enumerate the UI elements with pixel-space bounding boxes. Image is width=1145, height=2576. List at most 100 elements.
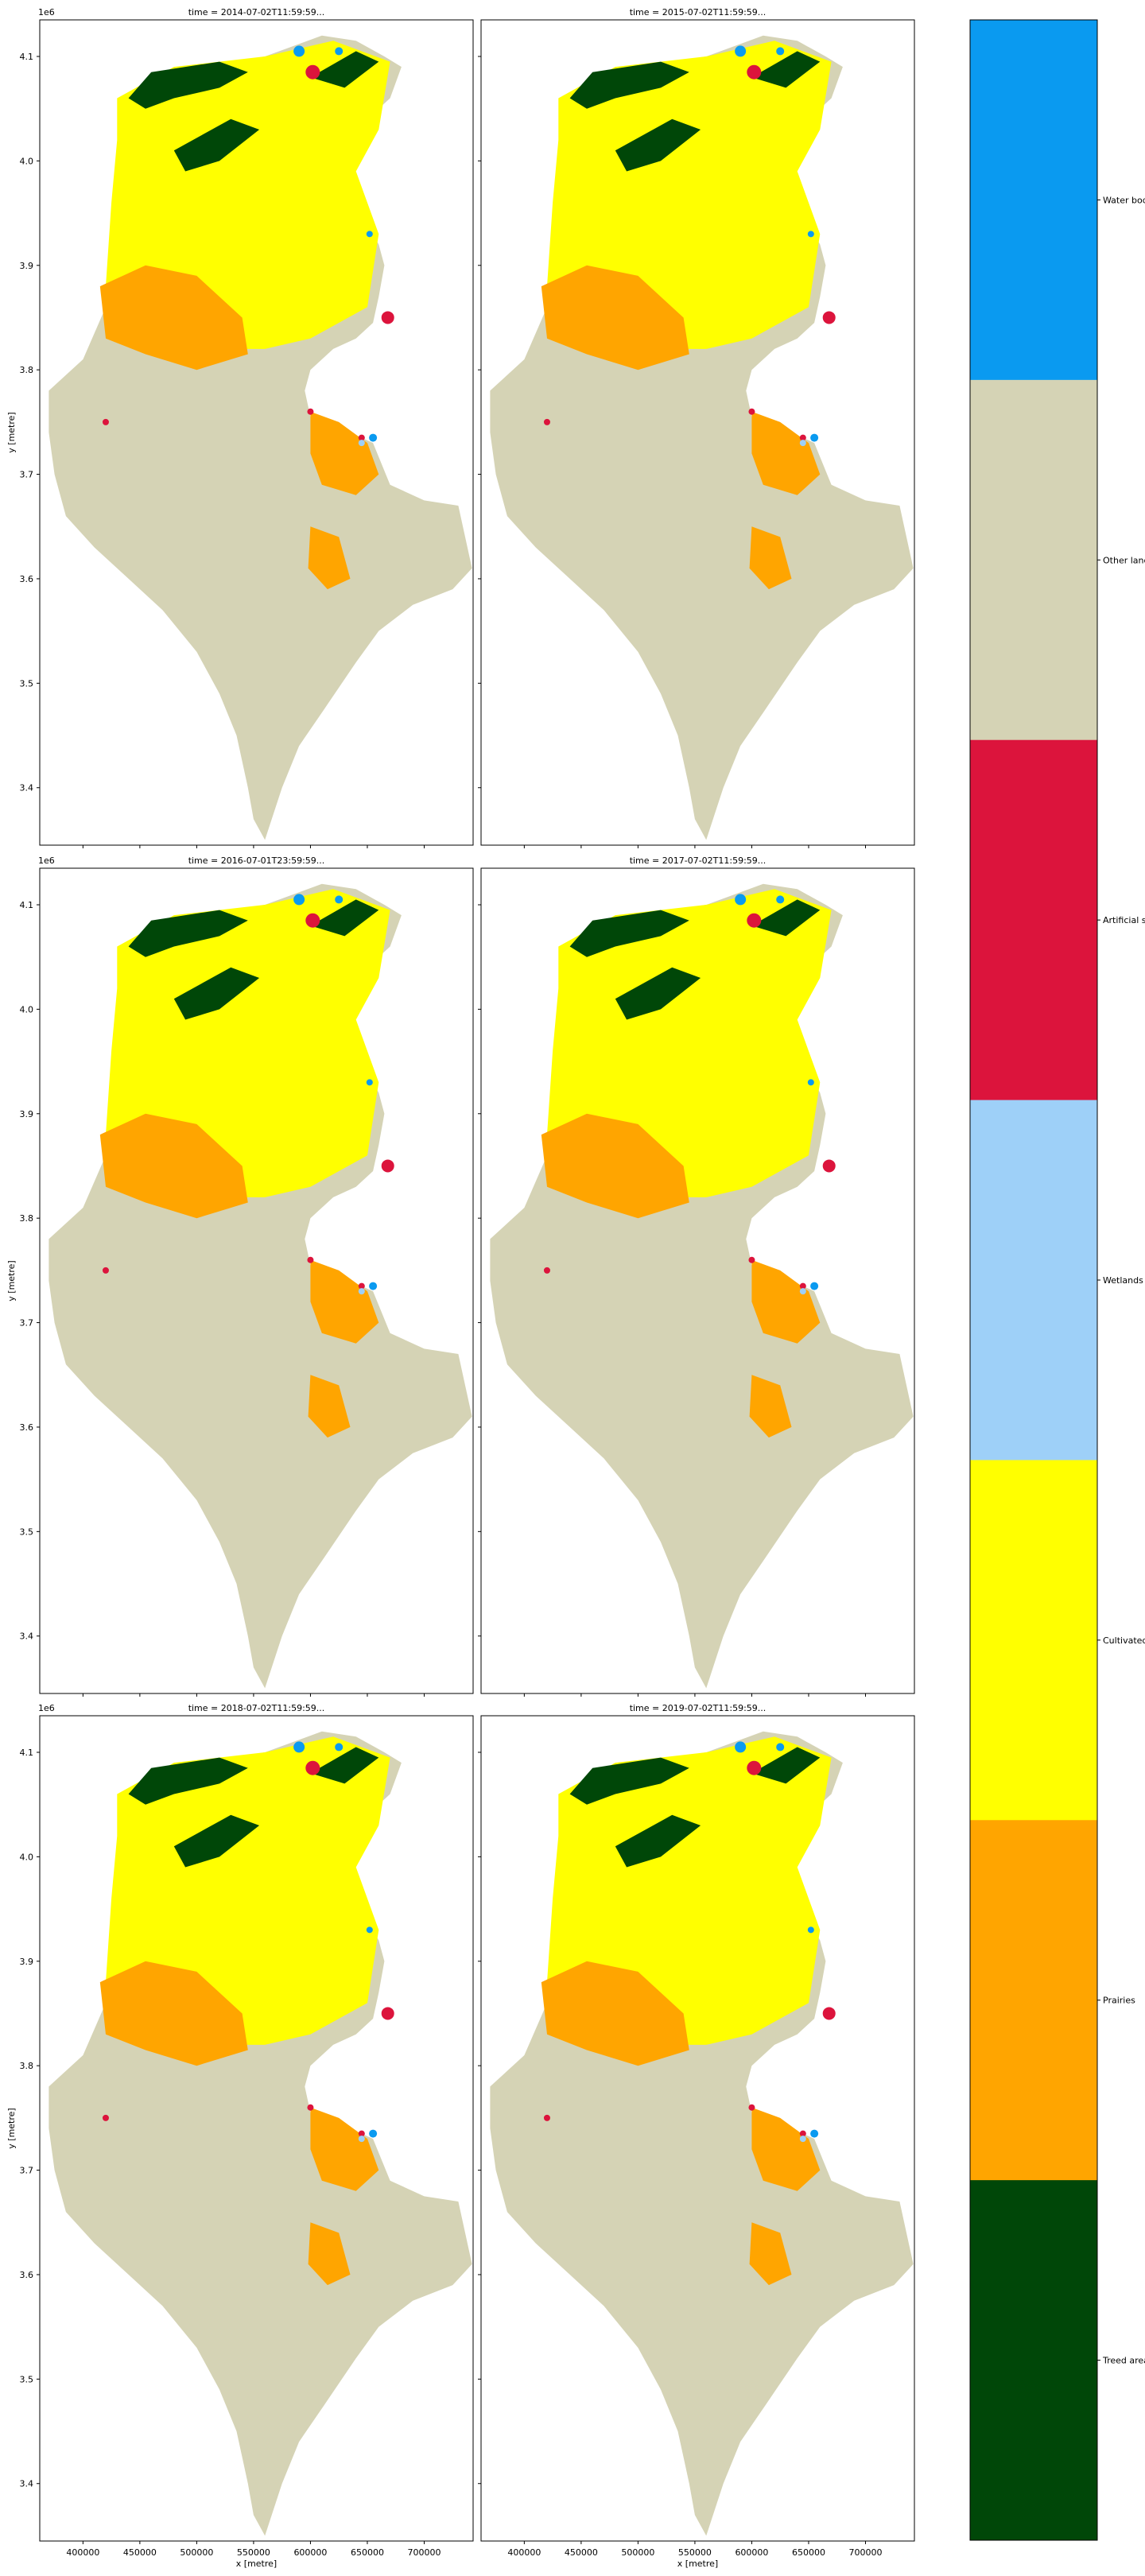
y-tick-label: 4.0 xyxy=(20,156,34,166)
colorbar-label: Treed area xyxy=(1102,2356,1145,2366)
treed-region xyxy=(751,51,821,88)
artificial-surface xyxy=(102,1267,109,1274)
prairie-region xyxy=(308,526,351,590)
y-tick-label: 3.6 xyxy=(20,574,34,584)
treed-region xyxy=(615,118,701,172)
panel-title: time = 2015-07-02T11:59:59... xyxy=(630,7,767,17)
panel-title: time = 2018-07-02T11:59:59... xyxy=(188,1703,325,1713)
y-axis-label: y [metre] xyxy=(6,1260,17,1301)
treed-region xyxy=(569,1757,689,1805)
x-tick-label: 500000 xyxy=(621,2547,654,2558)
prairie-region xyxy=(541,1961,689,2066)
artificial-surface xyxy=(799,2130,806,2137)
colorbar-label: Cultivated xyxy=(1103,1635,1145,1646)
artificial-surface xyxy=(305,64,320,80)
water-body xyxy=(810,1282,819,1290)
prairie-region xyxy=(541,265,689,370)
water-body xyxy=(366,1079,373,1086)
water-body xyxy=(735,894,747,906)
map-panel: time = 2015-07-02T11:59:59... xyxy=(478,7,915,848)
water-body xyxy=(776,47,785,56)
x-tick-label: 550000 xyxy=(237,2547,270,2558)
artificial-surface xyxy=(307,2104,314,2111)
y-offset-label: 1e6 xyxy=(38,1703,55,1713)
water-body xyxy=(810,2129,819,2138)
axes-frame xyxy=(39,1715,474,2542)
y-tick-label: 3.6 xyxy=(20,1422,34,1433)
water-body xyxy=(335,1743,344,1752)
y-tick-label: 4.0 xyxy=(20,1852,34,1862)
panel-title: time = 2017-07-02T11:59:59... xyxy=(630,855,767,866)
artificial-surface xyxy=(305,1760,320,1775)
water-body xyxy=(335,47,344,56)
artificial-surface xyxy=(747,913,762,928)
x-tick-label: 400000 xyxy=(66,2547,99,2558)
water-body xyxy=(799,440,806,447)
artificial-surface xyxy=(358,1282,365,1290)
artificial-surface xyxy=(307,408,314,415)
panel-title: time = 2016-07-01T23:59:59... xyxy=(188,855,325,866)
axes-frame xyxy=(39,19,474,846)
y-tick-label: 3.4 xyxy=(20,2479,34,2489)
water-body xyxy=(369,1282,378,1290)
colorbar-label: Other land xyxy=(1103,555,1145,565)
y-tick-label: 4.1 xyxy=(20,1748,34,1758)
prairie-region xyxy=(749,526,792,590)
y-tick-label: 3.4 xyxy=(20,783,34,793)
water-body xyxy=(366,231,373,238)
y-tick-label: 3.7 xyxy=(20,2166,34,2176)
y-tick-label: 3.5 xyxy=(20,2374,34,2384)
axes-frame xyxy=(39,867,474,1694)
artificial-surface xyxy=(748,1256,755,1263)
y-axis-label: y [metre] xyxy=(6,2108,17,2148)
artificial-surface xyxy=(381,2007,394,2020)
treed-region xyxy=(569,61,689,109)
artificial-surface xyxy=(543,418,550,425)
y-tick-label: 3.8 xyxy=(20,2061,34,2071)
water-body xyxy=(799,2136,806,2143)
x-tick-label: 500000 xyxy=(180,2547,213,2558)
y-tick-label: 3.7 xyxy=(20,1318,34,1329)
artificial-surface xyxy=(358,434,365,441)
water-body xyxy=(366,1926,373,1934)
prairie-region xyxy=(751,411,821,495)
prairie-region xyxy=(749,1375,792,1438)
y-tick-label: 3.8 xyxy=(20,365,34,375)
x-tick-label: 700000 xyxy=(848,2547,882,2558)
treed-region xyxy=(310,899,379,937)
treed-region xyxy=(173,1814,260,1868)
axes-frame xyxy=(480,867,915,1694)
treed-region xyxy=(569,910,689,957)
x-tick-label: 400000 xyxy=(507,2547,541,2558)
prairie-region xyxy=(751,2107,821,2191)
x-tick-label: 450000 xyxy=(565,2547,598,2558)
water-body xyxy=(807,231,814,238)
map-panel: time = 2016-07-01T23:59:59... 4.1 4.0 3.9 3.… xyxy=(6,855,474,1697)
water-body xyxy=(335,895,344,904)
artificial-surface xyxy=(747,1760,762,1775)
artificial-surface xyxy=(822,311,836,324)
water-body xyxy=(293,1741,305,1753)
water-body xyxy=(807,1926,814,1934)
prairie-region xyxy=(310,1259,379,1344)
y-offset-label: 1e6 xyxy=(38,855,55,866)
y-tick-label: 4.0 xyxy=(20,1004,34,1014)
artificial-surface xyxy=(543,2114,550,2121)
prairie-region xyxy=(99,1113,248,1219)
prairie-region xyxy=(541,1113,689,1219)
x-axis-label: x [metre] xyxy=(677,2559,718,2569)
prairie-region xyxy=(308,2222,351,2286)
axes-frame xyxy=(480,19,915,846)
treed-region xyxy=(173,118,260,172)
artificial-surface xyxy=(381,311,394,324)
panel-title: time = 2014-07-02T11:59:59... xyxy=(188,7,325,17)
artificial-surface xyxy=(748,408,755,415)
water-body xyxy=(293,894,305,906)
water-body xyxy=(735,45,747,57)
prairie-region xyxy=(308,1375,351,1438)
y-tick-label: 3.9 xyxy=(20,1957,34,1967)
water-body xyxy=(735,1741,747,1753)
map-panel: time = 2019-07-02T11:59:59... 400000 45000… xyxy=(478,1703,915,2569)
water-body xyxy=(293,45,305,57)
y-tick-label: 3.4 xyxy=(20,1631,34,1642)
